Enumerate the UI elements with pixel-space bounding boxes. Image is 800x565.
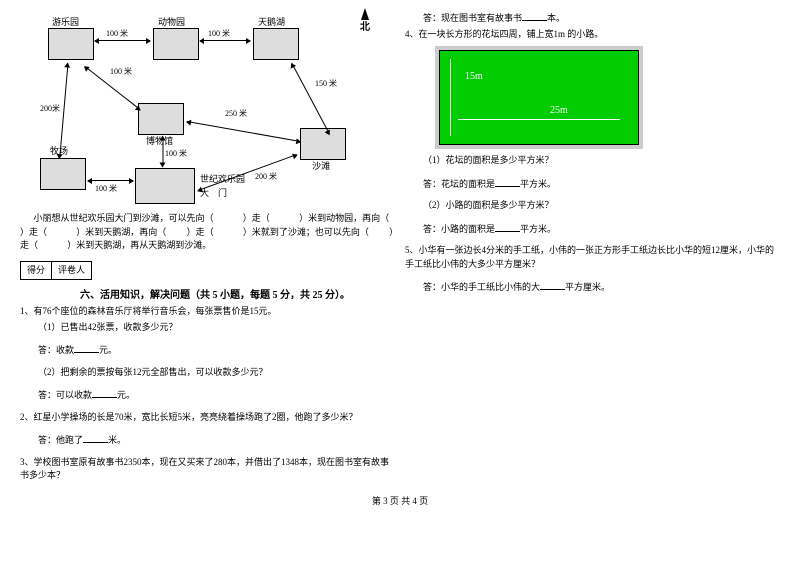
nar-8: ）米到天鹅湖，再从天鹅湖到沙滩。 <box>67 240 211 250</box>
nar-4: ）米到天鹅湖，再向（ <box>76 227 166 237</box>
img-museum <box>138 103 184 135</box>
q1-ans1-suf: 元。 <box>99 345 117 355</box>
img-beach <box>300 128 346 160</box>
section-6-title: 六、活用知识，解决问题（共 5 小题，每题 5 分，共 25 分）。 <box>80 288 395 303</box>
dist-lake-beach: 150 米 <box>315 78 337 90</box>
q5-stem: 5、小华有一张边长4分米的手工纸，小伟的一张正方形手工纸边长比小华的短12厘米，… <box>405 244 780 271</box>
dist-amusement-museum: 100 米 <box>110 66 132 78</box>
img-lake <box>253 28 299 60</box>
dist-gate-beach: 200 米 <box>255 171 277 183</box>
dist-ranch-gate: 100 米 <box>95 183 117 195</box>
blank-icon <box>495 221 520 232</box>
score-box: 得分 评卷人 <box>20 261 395 281</box>
q3-ans-pre: 答：现在图书室有故事书 <box>423 13 522 23</box>
q4-ans1-suf: 平方米。 <box>520 179 556 189</box>
q4-ans2: 答：小路的面积是 平方米。 <box>405 221 780 237</box>
q4-stem: 4、在一块长方形的花坛四周，铺上宽1m 的小路。 <box>405 28 780 42</box>
flower-inner: 15m 25m <box>439 50 639 145</box>
img-amusement <box>48 28 94 60</box>
page: 北 游乐园 动物园 天鹅湖 博物馆 沙滩 牧场 世纪欢乐园 大 门 100 米 … <box>0 0 800 485</box>
dim-line-h <box>458 119 620 120</box>
q1-sub1: （1）已售出42张票，收款多少元？ <box>20 321 395 335</box>
score-cell: 得分 <box>20 261 51 281</box>
dist-zoo-lake: 100 米 <box>208 28 230 40</box>
arrow-amusement-ranch <box>59 63 68 158</box>
q1-sub2: （2）把剩余的票按每张12元全部售出，可以收款多少元？ <box>20 366 395 380</box>
q1-ans1-pre: 答：收款 <box>38 345 74 355</box>
arrow-museum-gate <box>163 137 164 167</box>
park-map: 北 游乐园 动物园 天鹅湖 博物馆 沙滩 牧场 世纪欢乐园 大 门 100 米 … <box>40 8 370 208</box>
q5-ans: 答：小华的手工纸比小伟的大 平方厘米。 <box>405 279 780 295</box>
blank-icon <box>74 342 99 353</box>
q3-stem: 3、学校图书室原有故事书2350本，现在又买来了280本，并借出了1348本，现… <box>20 456 395 483</box>
q2-stem: 2、红星小学操场的长是70米，宽比长短5米，亮亮绕着操场跑了2圈，他跑了多少米？ <box>20 411 395 425</box>
arrow-ranch-gate <box>88 180 133 181</box>
q5-ans-pre: 答：小华的手工纸比小伟的大 <box>423 282 540 292</box>
q4-ans1: 答：花坛的面积是 平方米。 <box>405 176 780 192</box>
q1-ans2: 答：可以收款 元。 <box>20 387 395 403</box>
label-beach: 沙滩 <box>312 160 330 174</box>
q4-ans2-pre: 答：小路的面积是 <box>423 224 495 234</box>
q4-sub1: （1）花坛的面积是多少平方米？ <box>405 154 780 168</box>
right-column: 答：现在图书室有故事书 本。 4、在一块长方形的花坛四周，铺上宽1m 的小路。 1… <box>405 8 780 485</box>
q1-stem: 1、有76个座位的森林音乐厅将举行音乐会，每张票售价是15元。 <box>20 305 395 319</box>
dist-amusement-ranch: 200米 <box>40 103 60 115</box>
dim-line-v <box>450 59 451 136</box>
dist-amusement-zoo: 100 米 <box>106 28 128 40</box>
arrow-zoo-lake <box>200 40 250 41</box>
blank-icon <box>540 279 565 290</box>
img-zoo <box>153 28 199 60</box>
nar-2: ）米到动物园，再向（ <box>299 213 389 223</box>
blank-icon <box>83 432 108 443</box>
q4-sub2: （2）小路的面积是多少平方米？ <box>405 199 780 213</box>
q4-ans2-suf: 平方米。 <box>520 224 556 234</box>
nar-0: 小丽想从世纪欢乐园大门到沙滩，可以先向（ <box>34 213 214 223</box>
arrow-lake-beach <box>292 63 330 134</box>
page-footer: 第 3 页 共 4 页 <box>0 495 800 509</box>
left-column: 北 游乐园 动物园 天鹅湖 博物馆 沙滩 牧场 世纪欢乐园 大 门 100 米 … <box>20 8 395 485</box>
blank-icon <box>522 10 547 21</box>
map-narrative: 小丽想从世纪欢乐园大门到沙滩，可以先向（ ）走（ ）米到动物园，再向（ ）走（ … <box>20 212 395 253</box>
img-gate <box>135 168 195 204</box>
q3-ans: 答：现在图书室有故事书 本。 <box>405 10 780 26</box>
north-indicator: 北 <box>360 8 370 35</box>
img-ranch <box>40 158 86 190</box>
q3-ans-suf: 本。 <box>547 13 565 23</box>
arrow-amusement-zoo <box>95 40 150 41</box>
q1-ans2-pre: 答：可以收款 <box>38 390 92 400</box>
blank-icon <box>495 176 520 187</box>
grader-cell: 评卷人 <box>51 261 92 281</box>
blank-icon <box>92 387 117 398</box>
q5-ans-suf: 平方厘米。 <box>565 282 610 292</box>
flower-bed-diagram: 15m 25m <box>435 46 643 149</box>
q4-ans1-pre: 答：花坛的面积是 <box>423 179 495 189</box>
q1-ans1: 答：收款 元。 <box>20 342 395 358</box>
q2-ans-suf: 米。 <box>108 435 126 445</box>
q2-ans-pre: 答：他跑了 <box>38 435 83 445</box>
dist-museum-gate: 100 米 <box>165 148 187 160</box>
arrow-museum-beach <box>187 121 300 142</box>
nar-1: ）走（ <box>243 213 270 223</box>
flower-width: 25m <box>550 103 568 118</box>
q2-ans: 答：他跑了 米。 <box>20 432 395 448</box>
nar-3: ）走（ <box>20 227 47 237</box>
dist-museum-beach: 250 米 <box>225 108 247 120</box>
flower-height: 15m <box>465 69 483 84</box>
nar-5: ）走（ <box>187 227 214 237</box>
q1-ans2-suf: 元。 <box>117 390 135 400</box>
nar-6: ）米就到了沙滩；也可以先向（ <box>243 227 369 237</box>
